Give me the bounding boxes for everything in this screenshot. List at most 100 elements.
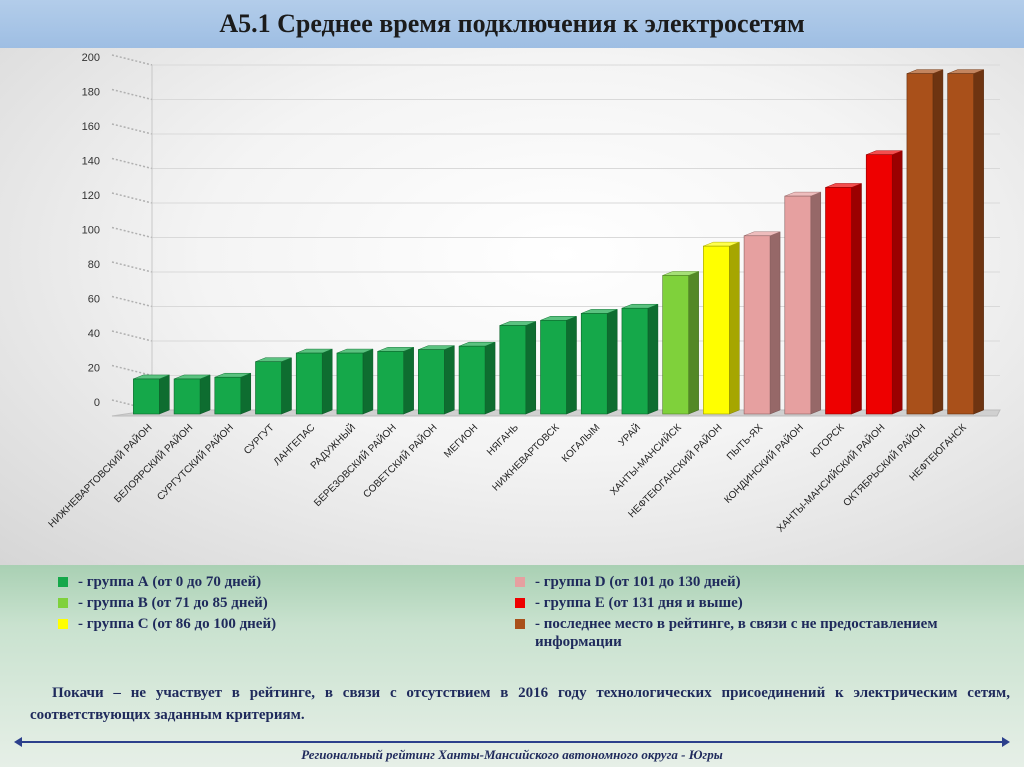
x-tick-label: ЮГОРСК [809,422,847,460]
bar-side [321,348,333,415]
y-tick-label: 60 [88,294,100,306]
bar [743,235,771,415]
bar-side [525,321,537,415]
legend-label-c: - группа С (от 86 до 100 дней) [78,616,277,632]
gridline-left-wall [111,88,153,101]
x-tick-label: СУРГУТ [242,422,277,457]
bar-side [566,315,577,415]
y-tick-label: 180 [82,87,100,99]
bar [621,307,649,415]
legend-swatch-c [58,619,68,629]
gridline-left-wall [111,226,153,239]
x-tick-label: БЕРЕЗОВСКИЙ РАЙОН [311,421,399,509]
bar-side [851,183,862,415]
divider-arrow-left-icon [14,737,22,747]
bar-side [444,345,455,415]
bar [825,187,852,415]
bar [336,352,364,415]
bar-side [240,372,252,415]
gridline-left-wall [111,364,153,377]
legend-swatch-d [515,577,525,587]
bar-side [159,374,170,415]
bar [662,275,689,415]
y-tick-label: 0 [94,397,100,409]
gridline-left-wall [111,192,153,204]
x-tick-label: КОГАЛЫМ [560,422,602,464]
footer-divider [14,737,1010,747]
x-tick-label: СУРГУТСКИЙ РАЙОН [154,421,236,503]
bar-side [403,346,414,415]
bar-side [729,241,740,415]
legend-swatch-e [515,598,525,608]
bar [703,245,730,415]
gridline-left-wall [111,399,153,411]
divider-arrow-right-icon [1002,737,1010,747]
chart-area: 0 20 40 60 80 100 120 140 160 180 200 НИЖНЕВАРТОВСК… [0,48,1024,565]
bar [214,376,242,415]
legend-label-e: - группа Е (от 131 дня и выше) [535,595,743,611]
bar [173,378,201,415]
legend-label-d: - группа D (от 101 до 130 дней) [535,574,741,590]
bar [580,313,608,415]
gridline-left-wall [111,295,153,308]
page-title: А5.1 Среднее время подключения к электро… [219,9,805,38]
bar [499,325,527,415]
bar-side [281,357,292,415]
bar-side [973,69,984,415]
legend-swatch-b [58,598,68,608]
x-tick-label: НЯГАНЬ [485,422,521,458]
title-bar: А5.1 Среднее время подключения к электро… [0,0,1024,48]
x-tick-label: БЕЛОЯРСКИЙ РАЙОН [111,421,195,505]
bar-side [810,191,822,415]
gridline-left-wall [111,330,153,342]
bar [133,378,160,415]
bar-side [647,303,659,415]
x-tick-label: ПЫТЬ-ЯХ [725,422,765,462]
y-tick-label: 120 [82,190,100,202]
legend-panel [0,565,1024,767]
bar [865,154,893,415]
gridline-left-wall [111,261,153,273]
legend-label-b: - группа В (от 71 до 85 дней) [78,595,268,611]
x-tick-label: МЕГИОН [442,422,480,460]
bar [458,345,486,415]
legend-swatch-a [58,577,68,587]
bar-side [769,231,781,415]
bar-side [891,150,903,415]
gridline-left-wall [111,157,153,170]
bar [540,319,567,415]
legend-swatch-last [515,619,525,629]
y-tick-label: 20 [88,363,100,375]
legend-label-last: - последнее место в рейтинге, в связи с … [535,616,938,650]
y-tick-label: 140 [82,156,100,168]
gridline-left-wall [111,54,153,66]
x-tick-label: КОНДИНСКИЙ РАЙОН [721,421,806,506]
bar-side [606,309,618,415]
y-tick-label: 160 [82,121,100,133]
x-tick-label: УРАЙ [615,421,643,449]
bar [947,73,974,415]
y-tick-label: 200 [82,52,100,64]
y-tick-label: 100 [82,225,100,237]
bar [255,361,282,415]
bar-side [199,374,211,415]
bar-side [362,348,374,415]
bar [377,351,404,415]
x-tick-label: ХАНТЫ-МАНСИЙСК [607,421,684,498]
bar-side [484,341,496,415]
bar [784,195,812,415]
x-tick-label: ОКТЯБРЬСКИЙ РАЙОН [840,421,928,509]
bar-chart: 020406080100120140160180200НИЖНЕВАРТОВСК… [45,52,1001,535]
bar-side [932,69,944,415]
bar-side [688,271,699,415]
bar [295,352,323,415]
x-tick-label: СОВЕТСКИЙ РАЙОН [360,421,439,500]
y-tick-label: 80 [88,259,100,271]
footer-text: Региональный рейтинг Ханты-Мансийского а… [301,747,723,762]
note-paragraph: Покачи – не участвует в рейтинге, в связ… [30,685,1010,723]
y-tick-label: 40 [88,328,100,340]
gridline-left-wall [111,123,153,135]
bar [906,73,934,415]
legend-label-a: - группа А (от 0 до 70 дней) [78,574,262,590]
bar [418,349,445,415]
